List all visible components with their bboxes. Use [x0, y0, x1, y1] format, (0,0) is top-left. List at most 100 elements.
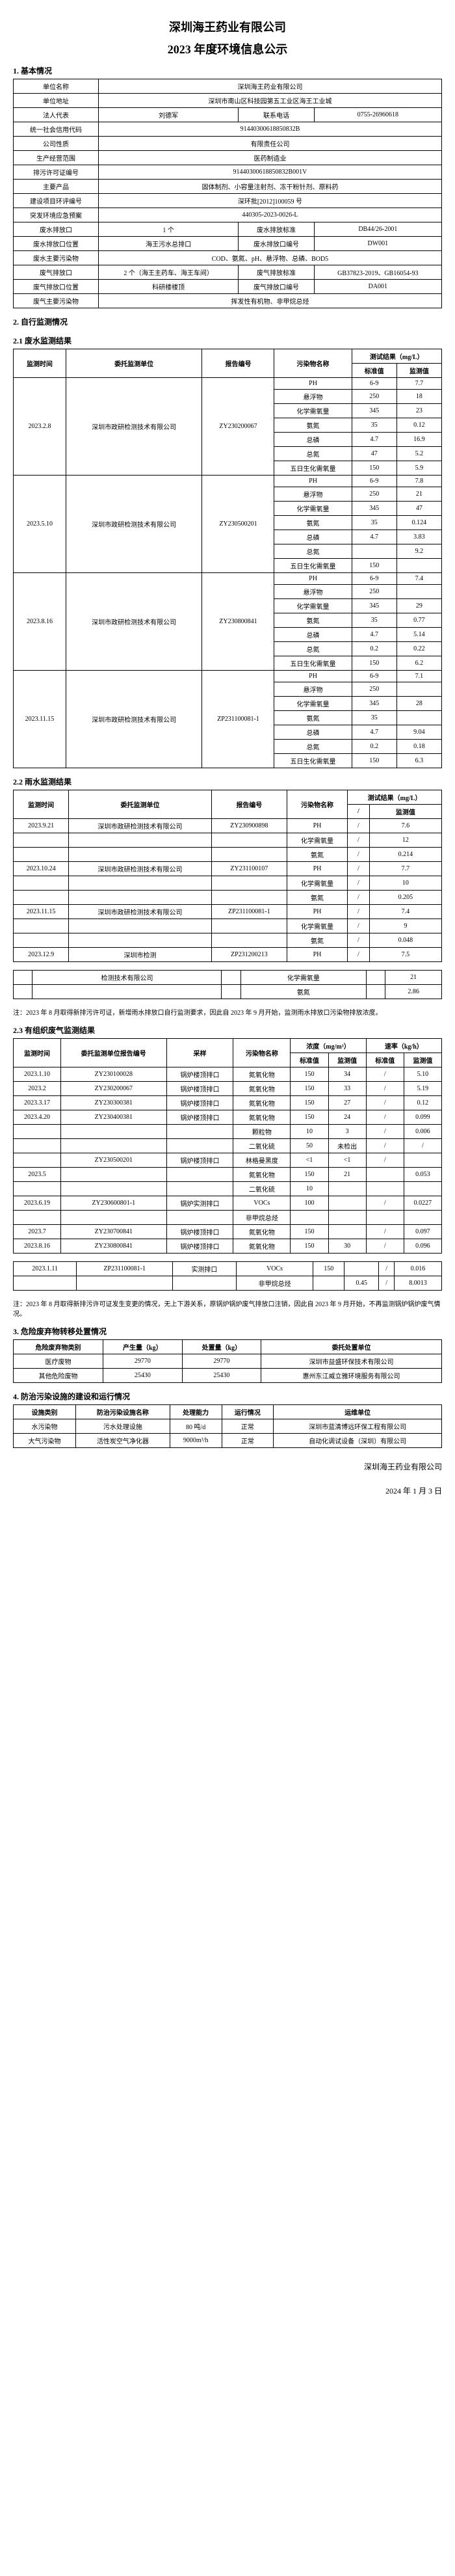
section3-heading: 3. 危险废弃物转移处置情况 — [13, 1326, 442, 1337]
table-cell: DB44/26-2001 — [314, 222, 441, 237]
table-cell: / — [366, 1196, 404, 1211]
table-cell: / — [366, 1153, 404, 1168]
table-cell: 6-9 — [352, 476, 396, 487]
table-cell: 氨氮 — [274, 613, 352, 628]
table-cell: 150 — [291, 1168, 328, 1182]
table-cell — [69, 933, 211, 948]
table-cell — [328, 1196, 366, 1211]
table-cell — [396, 559, 441, 573]
table-cell — [69, 876, 211, 891]
table-cell: 深圳市政研检测技术有限公司 — [66, 476, 202, 573]
table-cell — [61, 1168, 167, 1182]
table-cell — [166, 1168, 233, 1182]
table-cell: DW001 — [314, 237, 441, 251]
table-cell: 6.3 — [396, 754, 441, 768]
col-result: 测试结果（mg/L） — [352, 349, 441, 364]
table-cell: 4.7 — [352, 433, 396, 447]
table-cell — [166, 1139, 233, 1153]
table-cell: 总氮 — [274, 740, 352, 754]
table-cell: 9000m³/h — [170, 1434, 222, 1448]
table-cell: 氮氧化物 — [233, 1168, 291, 1182]
table-cell: 0.22 — [396, 642, 441, 656]
table-cell: 检测技术有限公司 — [32, 971, 222, 985]
table-cell: 深圳市政研检测技术有限公司 — [66, 378, 202, 476]
table-cell: 30 — [328, 1239, 366, 1254]
section2-heading: 2. 自行监测情况 — [13, 316, 442, 327]
table-cell: 5.2 — [396, 447, 441, 461]
table-cell: 医药制造业 — [98, 151, 441, 165]
table-cell: 大气污染物 — [14, 1434, 76, 1448]
table-cell: 锅炉实测排口 — [166, 1196, 233, 1211]
table-cell: ZY230600801-1 — [61, 1196, 167, 1211]
table-cell: 总磷 — [274, 725, 352, 740]
table-header: 运维单位 — [274, 1405, 442, 1419]
table-cell — [14, 933, 69, 948]
table-cell: 悬浮物 — [274, 585, 352, 599]
table-cell: 29 — [396, 599, 441, 613]
table-cell — [211, 848, 287, 862]
table-cell: 0.205 — [369, 891, 441, 905]
table-cell: 公司性质 — [14, 137, 99, 151]
col-std: 标准值 — [291, 1053, 328, 1067]
table-cell: 345 — [352, 404, 396, 418]
table-cell: 0.016 — [394, 1262, 441, 1276]
table-cell: 深圳市政研检测技术有限公司 — [66, 671, 202, 768]
table-cell: 7.8 — [396, 476, 441, 487]
section1-heading: 1. 基本情况 — [13, 65, 442, 76]
table-cell: 废气排放口 — [14, 265, 99, 280]
col-sample: 采样 — [166, 1039, 233, 1067]
table-header: 设施类别 — [14, 1405, 76, 1419]
table-cell — [366, 1211, 404, 1225]
table-cell: 锅炉楼顶排口 — [166, 1153, 233, 1168]
table-cell: 法人代表 — [14, 108, 99, 122]
table-cell: 污水处理设施 — [76, 1419, 170, 1434]
table-cell — [166, 1125, 233, 1139]
table-cell: 29770 — [182, 1354, 261, 1369]
table-cell: 150 — [291, 1225, 328, 1239]
table-cell: 7.1 — [396, 671, 441, 682]
table-cell: 废气主要污染物 — [14, 294, 99, 308]
table-cell — [14, 833, 69, 848]
table-cell: 345 — [352, 502, 396, 516]
table-cell: 总氮 — [274, 544, 352, 559]
table-cell — [211, 891, 287, 905]
table-cell — [32, 985, 222, 999]
table-cell: 其他危险废物 — [14, 1369, 103, 1383]
table-cell: 0.77 — [396, 613, 441, 628]
table-cell: / — [348, 948, 370, 962]
table-cell: 氮氧化物 — [233, 1239, 291, 1254]
table-cell: 250 — [352, 390, 396, 404]
table-cell: 化学需氧量 — [287, 876, 347, 891]
table-header: 危险废弃物类别 — [14, 1340, 103, 1354]
table-cell — [366, 985, 385, 999]
table-cell — [14, 876, 69, 891]
table-cell: 250 — [352, 487, 396, 502]
facility-table: 设施类别防治污染设施名称处理能力运行情况运维单位 水污染物污水处理设施80 吨/… — [13, 1404, 442, 1448]
table-cell: 18 — [396, 390, 441, 404]
table-cell: ZY230200067 — [61, 1082, 167, 1096]
table-header: 处置量（kg） — [182, 1340, 261, 1354]
table-cell: <1 — [328, 1153, 366, 1168]
table-cell: 10 — [369, 876, 441, 891]
table-cell: 五日生化需氧量 — [274, 754, 352, 768]
table-cell: 氨氮 — [240, 985, 366, 999]
table-cell: 91440300618850832B — [98, 122, 441, 137]
table-cell: 35 — [352, 711, 396, 725]
table-cell — [166, 1211, 233, 1225]
table-cell: 5.14 — [396, 628, 441, 642]
table-cell: 0.006 — [404, 1125, 441, 1139]
table-cell: 0.2 — [352, 740, 396, 754]
table-cell — [69, 833, 211, 848]
table-cell: 未检出 — [328, 1139, 366, 1153]
table-cell — [61, 1211, 167, 1225]
table-cell: 五日生化需氧量 — [274, 461, 352, 476]
table-cell: 0.0227 — [404, 1196, 441, 1211]
table-cell: 2023.10.24 — [14, 862, 69, 876]
table-cell: 7.7 — [369, 862, 441, 876]
table-cell: 27 — [328, 1096, 366, 1110]
table-cell — [61, 1182, 167, 1196]
table-cell — [404, 1153, 441, 1168]
table-cell: 氨氮 — [274, 711, 352, 725]
table-cell: 总磷 — [274, 530, 352, 544]
table-cell: 悬浮物 — [274, 487, 352, 502]
